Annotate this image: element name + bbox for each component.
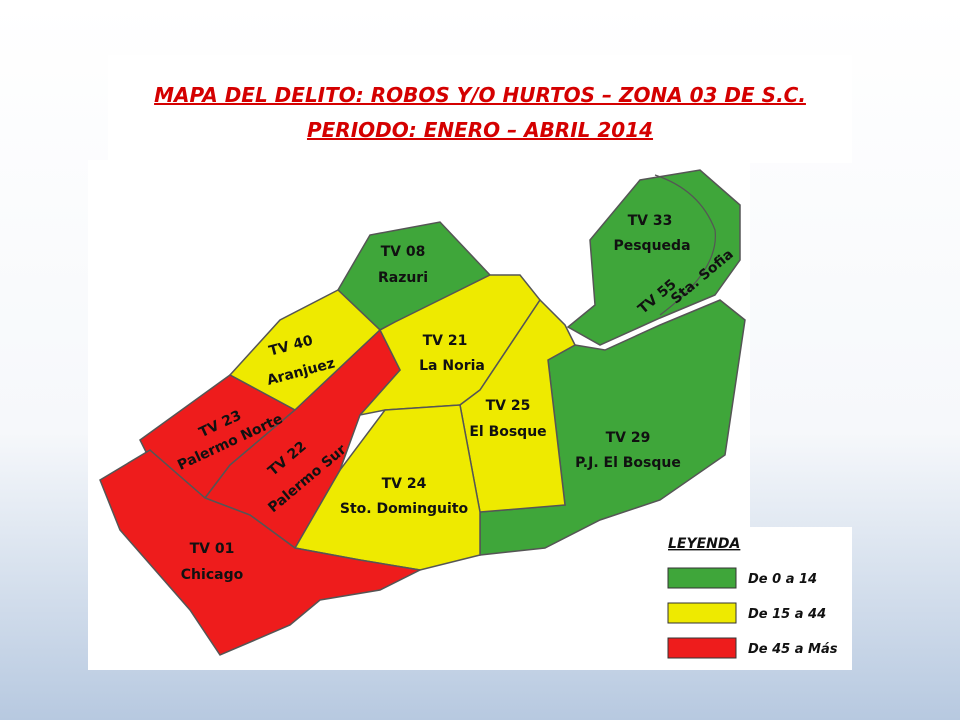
region-name: Chicago — [181, 567, 244, 583]
legend-title: LEYENDA — [668, 536, 740, 552]
title: MAPA DEL DELITO: ROBOS Y/O HURTOS – ZONA… — [154, 83, 806, 107]
legend-swatch — [667, 567, 737, 589]
region — [99, 449, 423, 656]
region-code: TV 01 — [190, 541, 235, 557]
region-name: Razuri — [378, 270, 428, 286]
legend: LEYENDA De 0 a 14 De 15 a 44 De 45 a Más — [667, 536, 838, 659]
region-code: TV 21 — [423, 333, 468, 349]
legend-label: De 15 a 44 — [748, 607, 826, 622]
legend-label: De 0 a 14 — [748, 572, 817, 587]
legend-label: De 45 a Más — [748, 642, 838, 657]
subtitle: PERIODO: ENERO – ABRIL 2014 — [307, 118, 653, 142]
region-name: Sto. Dominguito — [340, 501, 469, 517]
region-name: La Noria — [419, 358, 485, 374]
region-code: TV 25 — [486, 398, 531, 414]
region-code: TV 24 — [382, 476, 427, 492]
legend-swatch — [667, 637, 737, 659]
region-name: P.J. El Bosque — [575, 455, 681, 471]
legend-swatch — [667, 602, 737, 624]
region-code: TV 33 — [628, 213, 673, 229]
region — [459, 298, 576, 513]
map: TV 33 Pesqueda TV 55 Sta. Sofia TV 08 Ra… — [99, 169, 746, 656]
title-box — [108, 55, 852, 163]
region-name: El Bosque — [469, 424, 546, 440]
region-code: TV 29 — [606, 430, 651, 446]
region-code: TV 08 — [381, 244, 426, 260]
region — [203, 328, 401, 550]
region-name: Pesqueda — [613, 238, 690, 254]
inner-boundary — [654, 174, 716, 316]
region — [566, 169, 741, 346]
